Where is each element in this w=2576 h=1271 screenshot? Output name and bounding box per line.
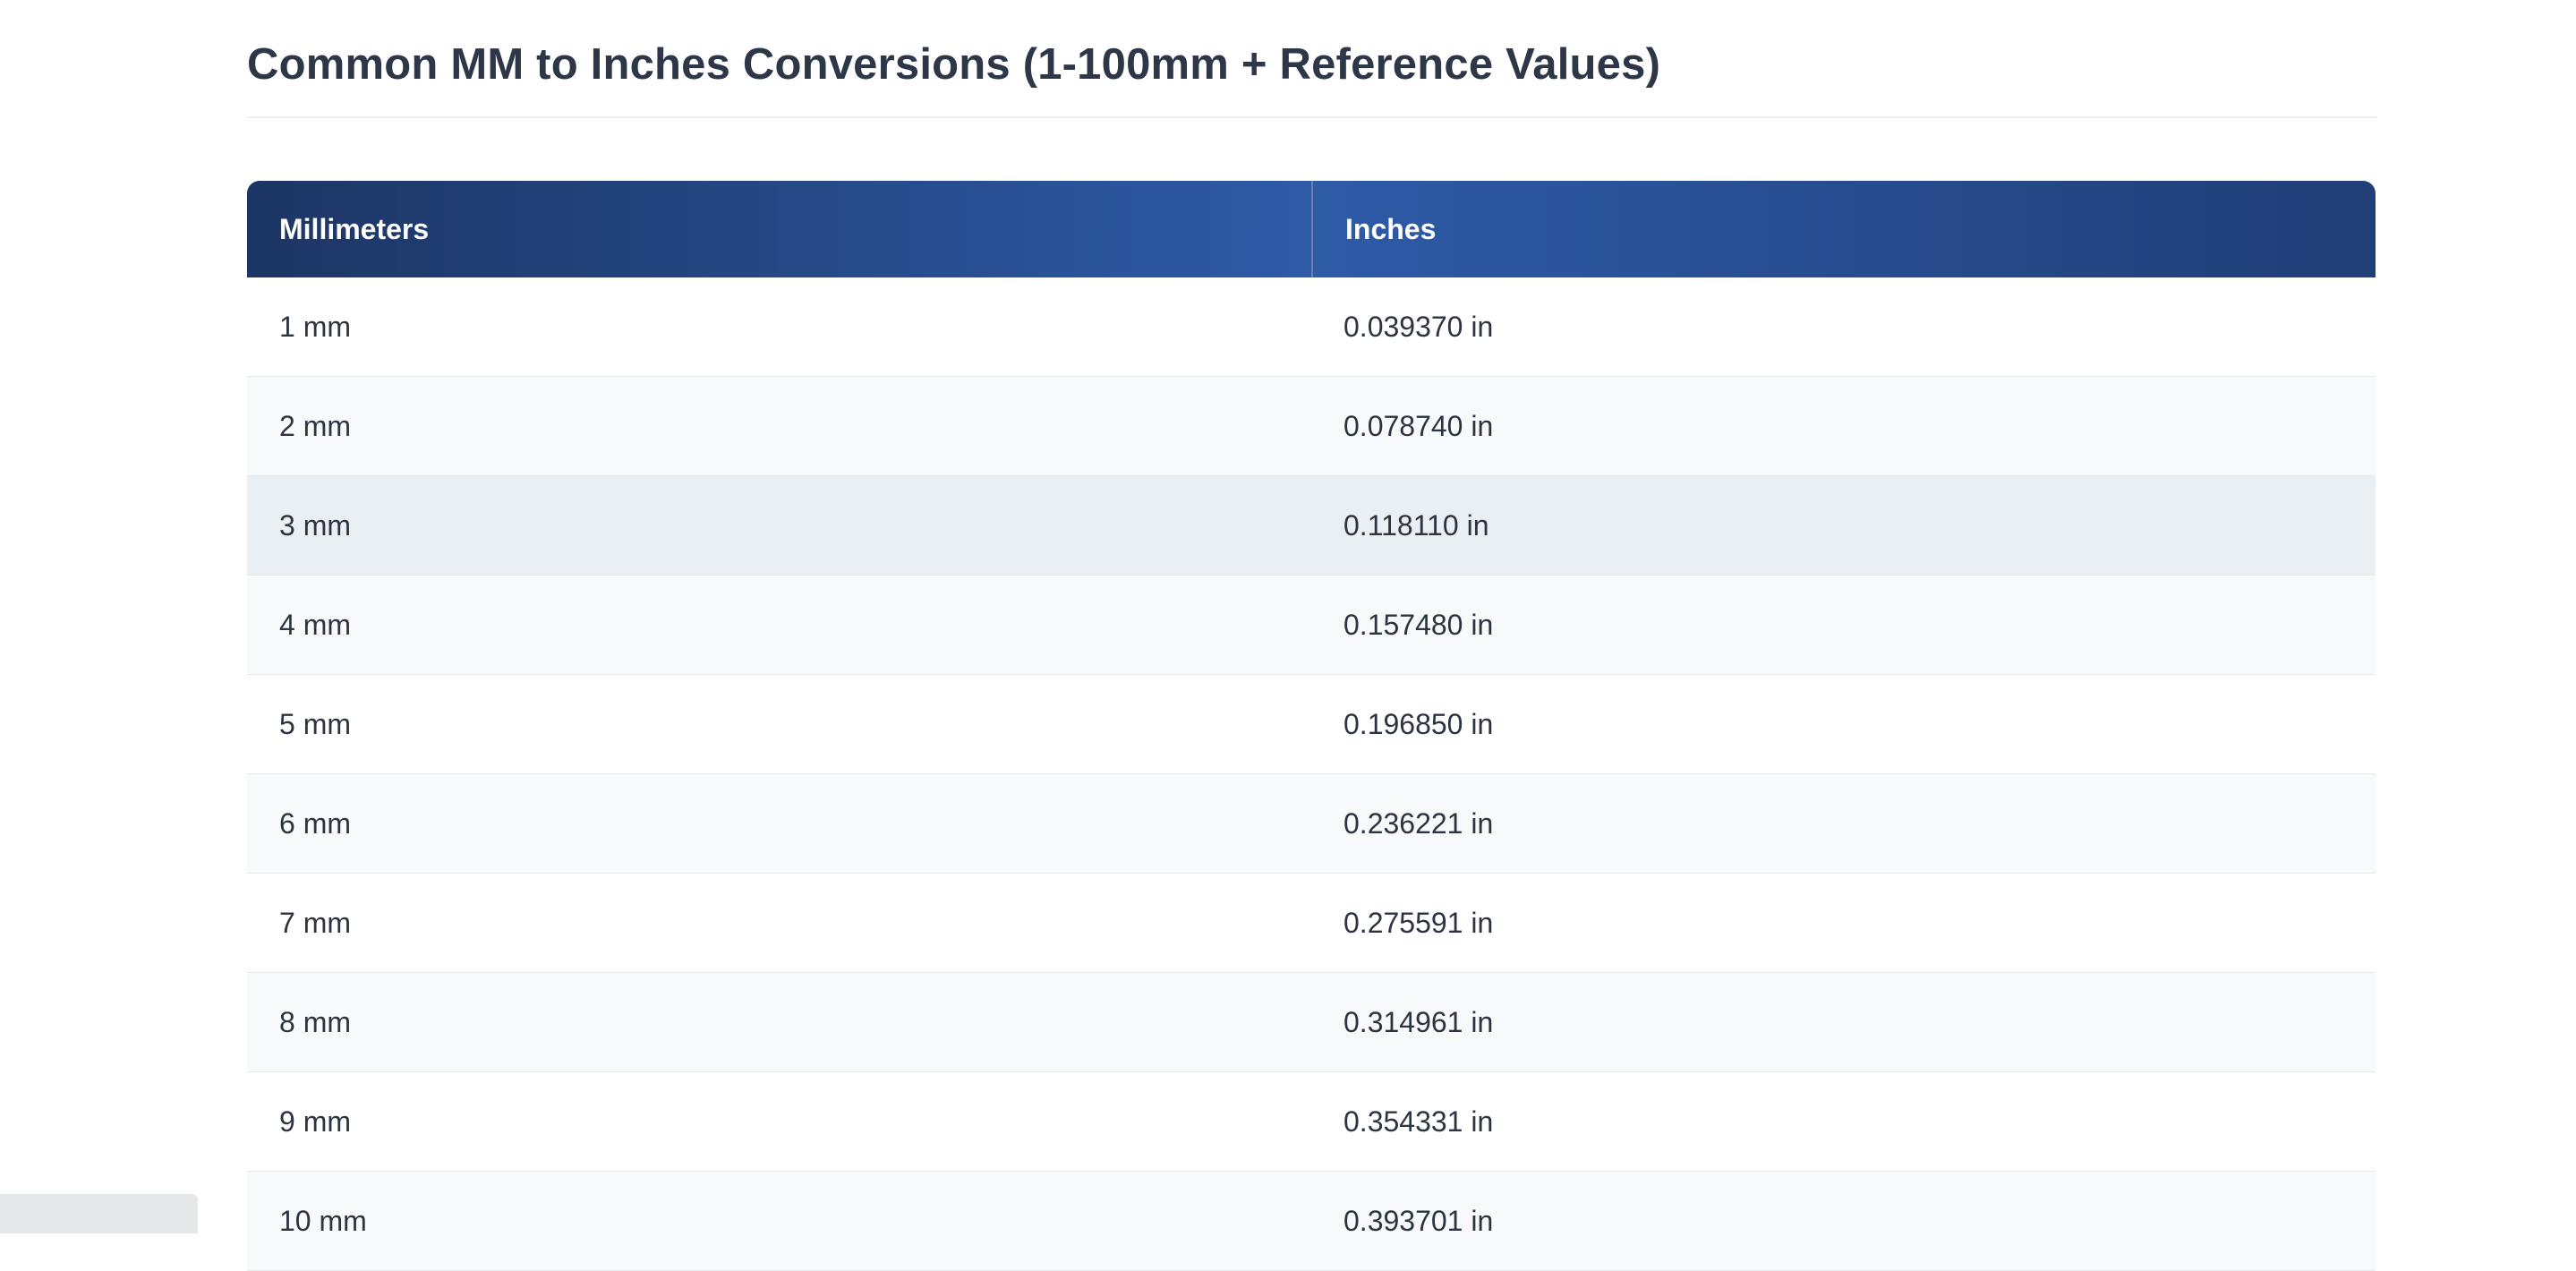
inches-cell: 0.354331 in <box>1311 1072 2376 1172</box>
conversion-table-body: 1 mm 0.039370 in 2 mm 0.078740 in 3 mm 0… <box>247 277 2376 1271</box>
page-content: Common MM to Inches Conversions (1-100mm… <box>247 0 2377 1271</box>
table-row: 9 mm 0.354331 in <box>247 1072 2376 1172</box>
table-row: 2 mm 0.078740 in <box>247 377 2376 476</box>
column-header-millimeters: Millimeters <box>247 181 1311 277</box>
inches-cell: 0.275591 in <box>1311 874 2376 973</box>
mm-cell: 6 mm <box>247 774 1311 874</box>
mm-cell: 9 mm <box>247 1072 1311 1172</box>
inches-cell: 0.078740 in <box>1311 377 2376 476</box>
mm-cell: 5 mm <box>247 675 1311 774</box>
table-row: 3 mm 0.118110 in <box>247 476 2376 576</box>
inches-cell: 0.157480 in <box>1311 576 2376 675</box>
mm-cell: 1 mm <box>247 277 1311 377</box>
table-row: 8 mm 0.314961 in <box>247 973 2376 1072</box>
inches-cell: 0.314961 in <box>1311 973 2376 1072</box>
title-divider <box>247 116 2377 118</box>
mm-cell: 2 mm <box>247 377 1311 476</box>
table-row: 5 mm 0.196850 in <box>247 675 2376 774</box>
mm-cell: 8 mm <box>247 973 1311 1072</box>
inches-cell: 0.039370 in <box>1311 277 2376 377</box>
inches-cell: 0.196850 in <box>1311 675 2376 774</box>
inches-cell: 0.236221 in <box>1311 774 2376 874</box>
mm-cell: 7 mm <box>247 874 1311 973</box>
mm-cell: 4 mm <box>247 576 1311 675</box>
conversion-table: Millimeters Inches 1 mm 0.039370 in 2 mm… <box>247 181 2376 1271</box>
table-row: 7 mm 0.275591 in <box>247 874 2376 973</box>
conversion-table-head: Millimeters Inches <box>247 181 2376 277</box>
table-row: 6 mm 0.236221 in <box>247 774 2376 874</box>
mm-cell: 3 mm <box>247 476 1311 576</box>
conversion-table-container: Millimeters Inches 1 mm 0.039370 in 2 mm… <box>247 181 2376 1271</box>
column-header-inches: Inches <box>1311 181 2376 277</box>
table-row: 10 mm 0.393701 in <box>247 1172 2376 1271</box>
browser-status-tooltip <box>0 1194 198 1233</box>
inches-cell: 0.393701 in <box>1311 1172 2376 1271</box>
page-title: Common MM to Inches Conversions (1-100mm… <box>247 40 1661 89</box>
table-row: 4 mm 0.157480 in <box>247 576 2376 675</box>
header-row: Millimeters Inches <box>247 181 2376 277</box>
mm-cell: 10 mm <box>247 1172 1311 1271</box>
table-row: 1 mm 0.039370 in <box>247 277 2376 377</box>
inches-cell: 0.118110 in <box>1311 476 2376 576</box>
